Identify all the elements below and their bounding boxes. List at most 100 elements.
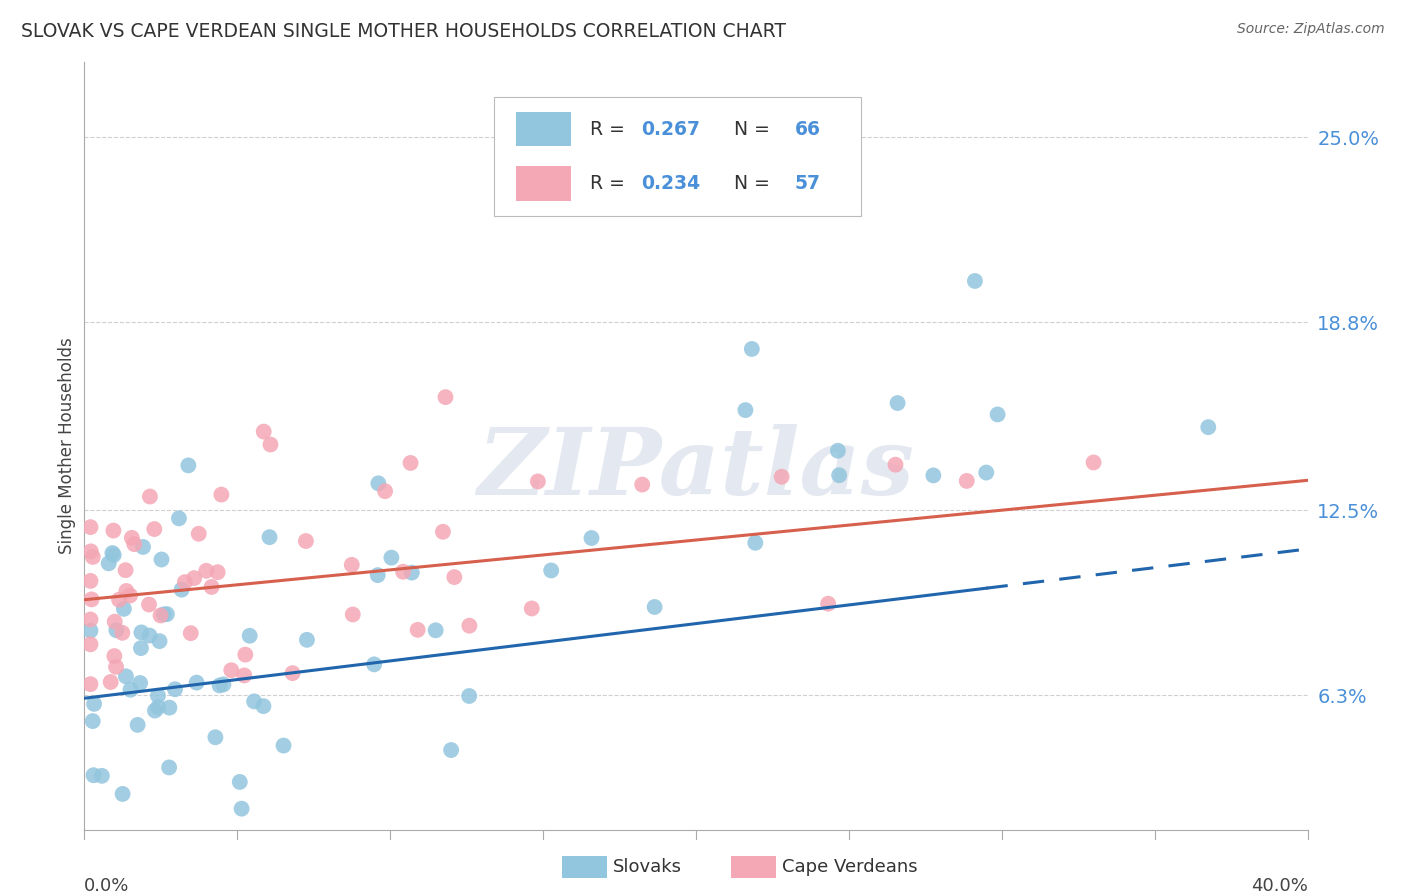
Point xyxy=(207,565,229,579)
Point xyxy=(458,618,481,632)
Point xyxy=(97,557,120,571)
Point xyxy=(922,468,945,483)
Point xyxy=(1083,455,1105,469)
FancyBboxPatch shape xyxy=(516,112,571,146)
Point xyxy=(233,648,256,662)
Text: 66: 66 xyxy=(794,120,821,138)
Point xyxy=(187,526,209,541)
Point xyxy=(157,700,180,714)
Point xyxy=(458,689,481,703)
Point xyxy=(157,760,180,774)
Point xyxy=(131,625,153,640)
Point xyxy=(143,704,166,718)
Text: Slovaks: Slovaks xyxy=(613,858,682,876)
Point xyxy=(79,624,101,638)
Point xyxy=(101,546,124,560)
Point xyxy=(83,697,105,711)
Point xyxy=(527,475,550,489)
Text: R =: R = xyxy=(589,120,630,138)
Point xyxy=(104,615,127,629)
Point xyxy=(367,568,389,582)
Point xyxy=(111,787,134,801)
Point xyxy=(186,675,208,690)
Text: 57: 57 xyxy=(794,174,821,194)
Point xyxy=(401,566,423,580)
Point xyxy=(741,342,763,356)
Point xyxy=(80,544,103,558)
Point xyxy=(167,511,190,525)
Point xyxy=(340,558,363,572)
Point xyxy=(243,694,266,708)
Point xyxy=(367,476,389,491)
Point xyxy=(138,598,160,612)
Point xyxy=(540,564,562,578)
FancyBboxPatch shape xyxy=(494,97,860,216)
Point xyxy=(105,624,128,638)
Point xyxy=(253,425,276,439)
Point xyxy=(1197,420,1219,434)
Point xyxy=(79,677,101,691)
Point xyxy=(201,580,224,594)
Point xyxy=(82,549,104,564)
Point xyxy=(425,624,447,638)
Point xyxy=(295,534,318,549)
Point xyxy=(644,599,666,614)
Point xyxy=(828,468,851,483)
Point xyxy=(363,657,385,672)
Point xyxy=(115,669,138,683)
Point xyxy=(204,731,226,745)
Point xyxy=(520,601,543,615)
Point xyxy=(111,625,134,640)
Point xyxy=(884,458,907,472)
Point xyxy=(103,548,125,562)
Text: ZIPatlas: ZIPatlas xyxy=(478,424,914,514)
Point xyxy=(380,550,402,565)
Point xyxy=(956,474,979,488)
Point xyxy=(156,607,179,621)
Text: N =: N = xyxy=(721,120,776,138)
Point xyxy=(212,677,235,691)
Point xyxy=(148,634,170,648)
Point xyxy=(987,408,1010,422)
Point xyxy=(886,396,908,410)
Point xyxy=(770,469,793,483)
Point xyxy=(79,520,101,534)
Point xyxy=(150,552,173,566)
Text: 40.0%: 40.0% xyxy=(1251,878,1308,892)
Point xyxy=(79,574,101,588)
Point xyxy=(406,623,429,637)
Text: SLOVAK VS CAPE VERDEAN SINGLE MOTHER HOUSEHOLDS CORRELATION CHART: SLOVAK VS CAPE VERDEAN SINGLE MOTHER HOU… xyxy=(21,22,786,41)
Point xyxy=(149,608,172,623)
Point xyxy=(103,524,125,538)
Point xyxy=(79,613,101,627)
Point xyxy=(146,700,169,714)
Point xyxy=(440,743,463,757)
Point xyxy=(281,666,304,681)
Point xyxy=(103,648,125,663)
Point xyxy=(132,540,155,554)
Point xyxy=(233,668,256,682)
Point xyxy=(252,699,274,714)
Point xyxy=(219,663,242,677)
Point xyxy=(273,739,295,753)
Point xyxy=(183,571,205,585)
Text: Cape Verdeans: Cape Verdeans xyxy=(782,858,917,876)
Point xyxy=(115,584,138,599)
Point xyxy=(744,535,766,549)
Point xyxy=(734,403,756,417)
Point xyxy=(827,443,849,458)
Point xyxy=(114,563,136,577)
Point xyxy=(974,466,997,480)
Point xyxy=(129,676,152,690)
Point xyxy=(443,570,465,584)
Point xyxy=(100,675,122,690)
Text: Source: ZipAtlas.com: Source: ZipAtlas.com xyxy=(1237,22,1385,37)
Point xyxy=(392,565,415,579)
Point xyxy=(80,592,103,607)
Point xyxy=(399,456,422,470)
Text: R =: R = xyxy=(589,174,630,194)
Point xyxy=(295,632,318,647)
Point xyxy=(124,537,146,551)
FancyBboxPatch shape xyxy=(516,167,571,201)
Point xyxy=(432,524,454,539)
